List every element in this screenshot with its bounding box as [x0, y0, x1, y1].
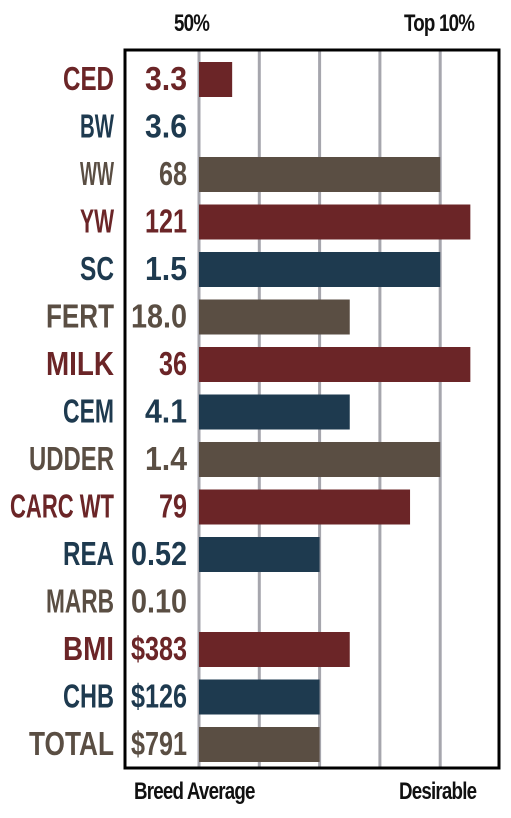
value-label: 1.4 [145, 440, 188, 477]
bar [199, 394, 350, 430]
value-label: $791 [131, 725, 187, 762]
bar [199, 347, 471, 382]
value-label: 4.1 [145, 393, 187, 430]
bar [199, 62, 233, 97]
breed-average-label: Breed Average [134, 778, 255, 805]
value-label: 3.3 [145, 60, 187, 97]
value-label: 0.10 [131, 583, 187, 620]
trait-label: MARB [46, 583, 114, 620]
top-percentile-10-label: Top 10% [404, 10, 475, 37]
bar [199, 632, 350, 667]
trait-label: CHB [63, 678, 114, 715]
bar [199, 204, 471, 240]
value-label: 68 [159, 155, 187, 192]
desirable-label: Desirable [399, 778, 477, 805]
top-percentile-50-label: 50% [174, 10, 210, 37]
trait-label: REA [63, 535, 114, 572]
trait-label: CED [63, 60, 114, 97]
value-label: 1.5 [145, 250, 187, 287]
bar [199, 442, 441, 477]
bar [199, 537, 320, 572]
value-label: 0.52 [131, 535, 187, 572]
trait-label: UDDER [29, 440, 114, 477]
trait-label: CEM [63, 393, 114, 430]
trait-label: SC [80, 250, 114, 287]
trait-label: YW [80, 203, 115, 240]
bar [199, 489, 411, 525]
trait-label: BW [80, 108, 115, 145]
trait-label: BMI [63, 630, 114, 667]
trait-label: CARC WT [10, 488, 114, 525]
bar [199, 727, 320, 762]
trait-label: TOTAL [29, 725, 114, 762]
trait-label: WW [80, 155, 114, 192]
trait-label: FERT [46, 298, 114, 335]
value-label: 79 [159, 488, 187, 525]
value-label: 121 [145, 203, 187, 240]
bar [199, 679, 320, 715]
value-label: 18.0 [131, 298, 187, 335]
trait-label: MILK [46, 345, 114, 382]
value-label: $126 [131, 678, 187, 715]
value-label: 36 [159, 345, 187, 382]
bar [199, 157, 441, 192]
chart-frame [123, 48, 501, 770]
bar [199, 252, 441, 287]
value-label: $383 [131, 630, 187, 667]
value-label: 3.6 [145, 108, 187, 145]
bar [199, 299, 350, 335]
